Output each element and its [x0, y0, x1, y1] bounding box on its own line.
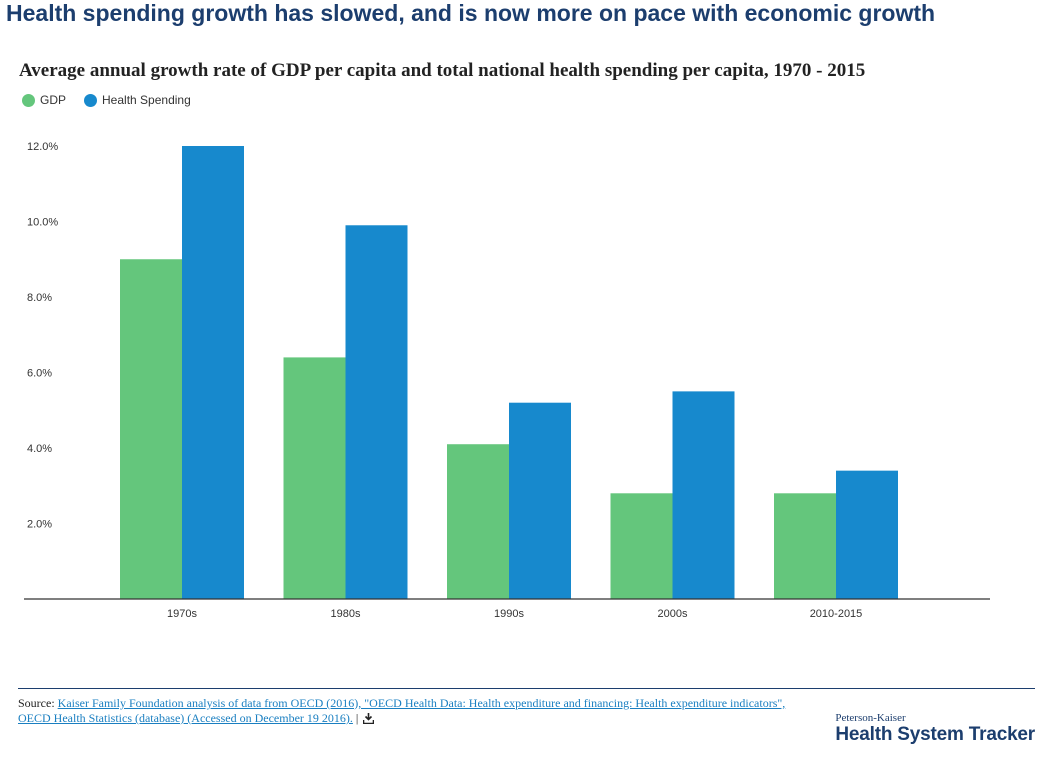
legend-item-health-spending[interactable]: Health Spending — [84, 93, 191, 107]
source-link[interactable]: Kaiser Family Foundation analysis of dat… — [18, 696, 786, 725]
y-tick-label: 4.0% — [27, 443, 52, 455]
source-note: Source: Kaiser Family Foundation analysi… — [18, 696, 818, 728]
x-tick-label: 2000s — [658, 608, 688, 620]
bar-gdp-2000s — [610, 493, 673, 599]
bar-gdp-1990s — [447, 444, 509, 599]
y-tick-label: 2.0% — [27, 519, 52, 531]
bar-health-spending-1990s — [509, 402, 571, 599]
brand-logo: Peterson-Kaiser Health System Tracker — [835, 712, 1035, 746]
brand-name: Health System Tracker — [835, 724, 1035, 745]
legend-label-health-spending: Health Spending — [102, 93, 191, 107]
bar-health-spending-2000s — [672, 391, 735, 599]
headline: Health spending growth has slowed, and i… — [6, 0, 936, 26]
source-prefix: Source: — [18, 696, 58, 710]
chart-title: Average annual growth rate of GDP per ca… — [19, 60, 866, 81]
bar-gdp-1980s — [283, 357, 346, 599]
legend: GDP Health Spending — [22, 93, 209, 107]
x-tick-label: 1980s — [331, 608, 361, 620]
bar-gdp-1970s — [120, 259, 182, 599]
bar-health-spending-1970s — [182, 146, 244, 599]
download-icon[interactable] — [363, 713, 375, 728]
footer-divider — [18, 688, 1035, 689]
legend-item-gdp[interactable]: GDP — [22, 93, 66, 107]
legend-label-gdp: GDP — [40, 93, 67, 107]
legend-swatch-gdp — [22, 93, 35, 107]
brand-small-text: Peterson-Kaiser — [835, 712, 906, 724]
y-tick-label: 10.0% — [27, 217, 58, 229]
x-tick-label: 2010-2015 — [810, 608, 863, 620]
legend-swatch-health-spending — [84, 93, 98, 107]
bar-health-spending-2010-2015 — [836, 470, 898, 599]
source-suffix: | — [352, 711, 359, 725]
bar-gdp-2010-2015 — [774, 493, 836, 599]
bar-health-spending-1980s — [345, 225, 408, 599]
y-tick-label: 6.0% — [27, 368, 52, 380]
x-tick-label: 1990s — [494, 608, 524, 620]
bar-chart: 2.0% 4.0% 6.0% 8.0% 10.0% 12.0% 1970s 1980s 1990… — [24, 141, 990, 620]
y-tick-label: 8.0% — [27, 292, 52, 304]
x-tick-label: 1970s — [167, 608, 197, 620]
y-tick-label: 12.0% — [27, 141, 58, 153]
